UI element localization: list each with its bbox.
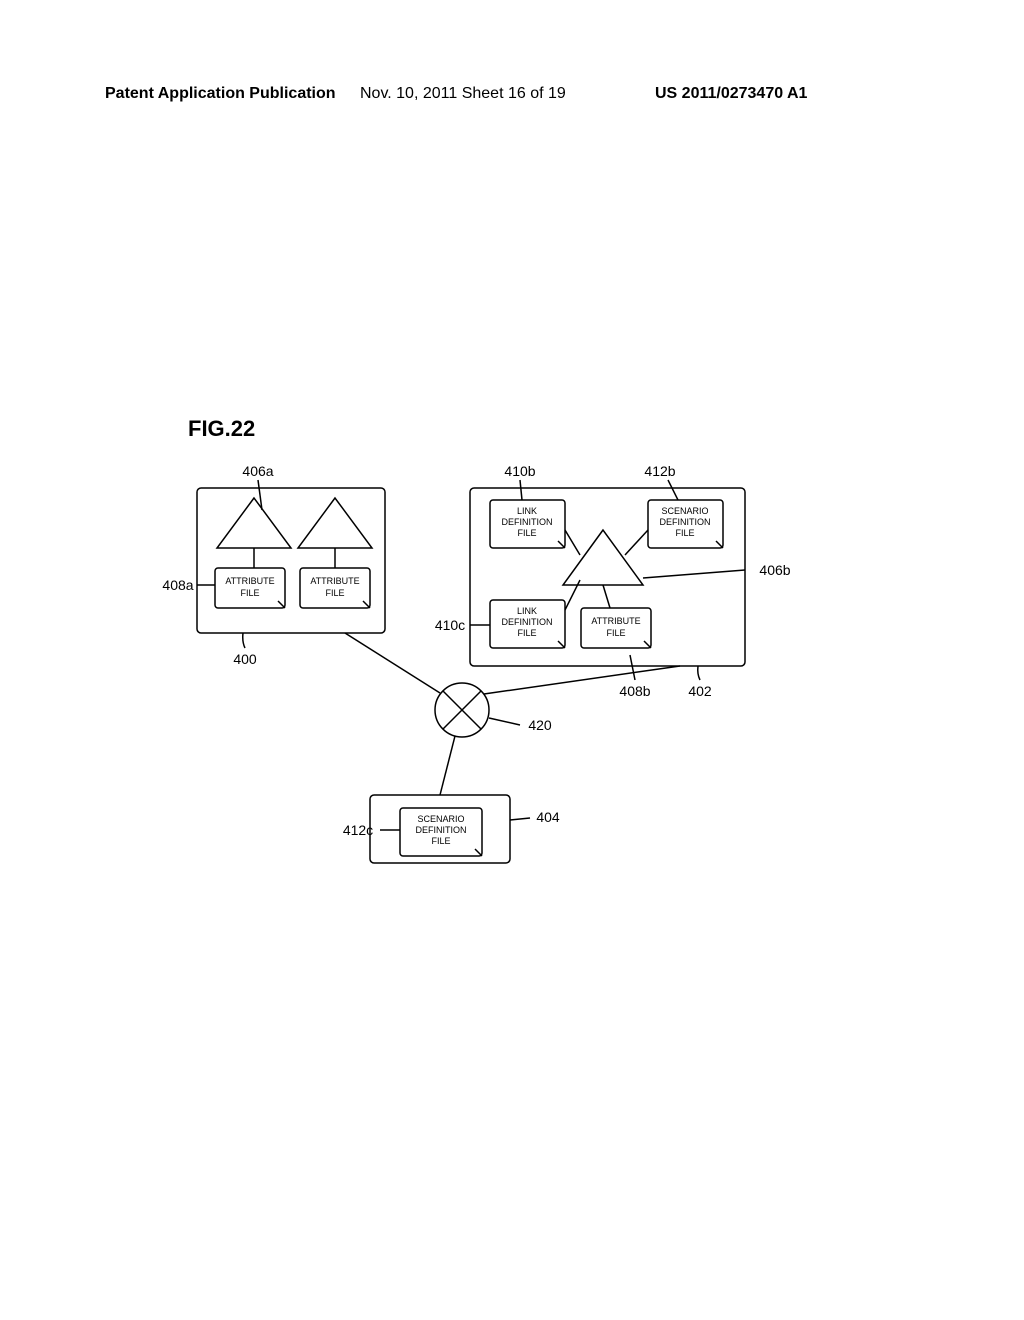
svg-text:DEFINITION: DEFINITION <box>660 517 711 527</box>
diagram-svg: ATTRIBUTE FILE ATTRIBUTE FILE LINK DEFIN… <box>0 0 1024 1320</box>
svg-text:FILE: FILE <box>240 588 259 598</box>
ref-410c: 410c <box>435 617 465 633</box>
svg-text:DEFINITION: DEFINITION <box>502 617 553 627</box>
ref-406b: 406b <box>759 562 790 578</box>
ref-402: 402 <box>688 683 712 699</box>
svg-text:FILE: FILE <box>606 628 625 638</box>
svg-text:DEFINITION: DEFINITION <box>416 825 467 835</box>
ref-400: 400 <box>233 651 257 667</box>
ref-406a: 406a <box>242 463 273 479</box>
attribute-file-label: ATTRIBUTE <box>225 576 274 586</box>
ref-408a: 408a <box>162 577 193 593</box>
svg-text:FILE: FILE <box>431 836 450 846</box>
svg-text:ATTRIBUTE: ATTRIBUTE <box>591 616 640 626</box>
svg-text:FILE: FILE <box>325 588 344 598</box>
svg-text:FILE: FILE <box>517 628 536 638</box>
svg-text:FILE: FILE <box>517 528 536 538</box>
svg-text:SCENARIO: SCENARIO <box>417 814 464 824</box>
ref-412b: 412b <box>644 463 675 479</box>
ref-410b: 410b <box>504 463 535 479</box>
svg-text:DEFINITION: DEFINITION <box>502 517 553 527</box>
ref-404: 404 <box>536 809 560 825</box>
svg-text:LINK: LINK <box>517 606 537 616</box>
scenario-def-file-label: SCENARIO <box>661 506 708 516</box>
svg-text:FILE: FILE <box>675 528 694 538</box>
svg-text:ATTRIBUTE: ATTRIBUTE <box>310 576 359 586</box>
ref-412c: 412c <box>343 822 373 838</box>
link-def-file-label: LINK <box>517 506 537 516</box>
ref-420: 420 <box>528 717 552 733</box>
ref-408b: 408b <box>619 683 650 699</box>
